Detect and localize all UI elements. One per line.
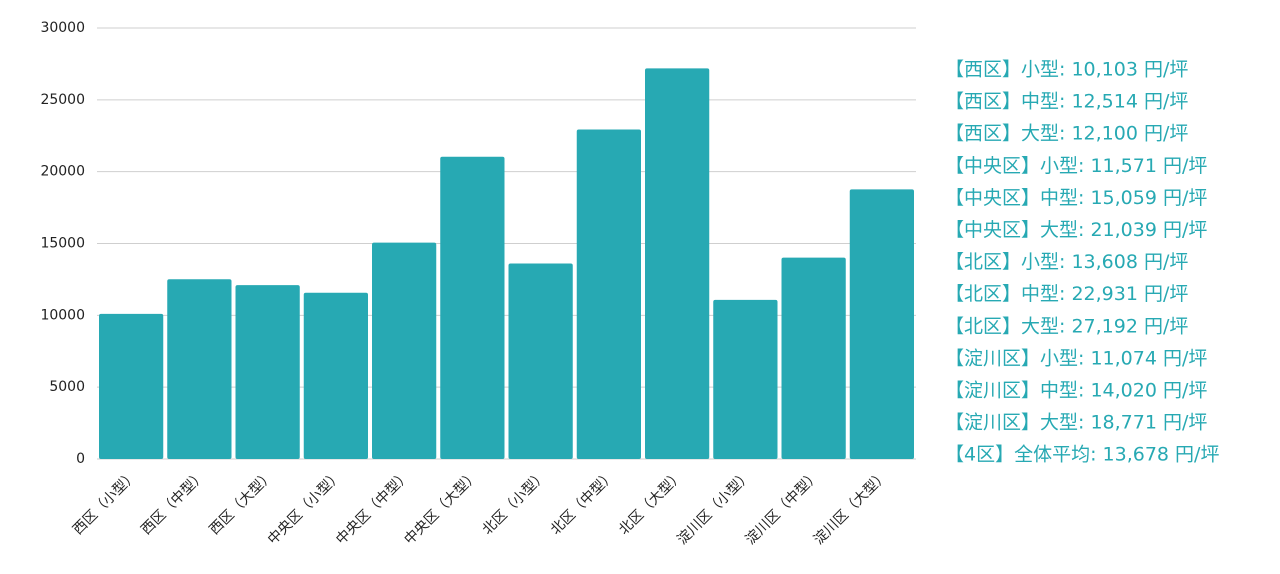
x-tick-label: 北区（小型）: [480, 467, 551, 538]
bar: [440, 156, 505, 460]
y-tick-label: 5000: [49, 379, 85, 395]
bar: [645, 68, 710, 459]
annotation: 【淀川区】大型: 18,771 円/坪: [945, 412, 1207, 434]
annotation: 【淀川区】中型: 14,020 円/坪: [945, 380, 1207, 402]
annotation: 【北区】大型: 27,192 円/坪: [945, 315, 1188, 337]
bar: [235, 285, 300, 459]
y-tick-label: 25000: [40, 92, 85, 108]
x-tick-label: 北区（大型）: [616, 467, 687, 538]
x-tick-label: 北区（中型）: [548, 467, 619, 538]
x-tick-label: 西区（大型）: [207, 467, 278, 538]
y-tick-label: 20000: [40, 164, 85, 180]
annotation: 【中央区】小型: 11,571 円/坪: [945, 155, 1207, 177]
bar: [576, 129, 641, 459]
annotation: 【4区】全体平均: 13,678 円/坪: [945, 444, 1219, 466]
bar: [167, 279, 232, 459]
y-tick-label: 15000: [40, 236, 85, 252]
annotation: 【中央区】中型: 15,059 円/坪: [945, 187, 1207, 209]
bar: [372, 242, 437, 459]
y-tick-label: 30000: [40, 20, 85, 36]
annotation: 【北区】中型: 22,931 円/坪: [945, 283, 1188, 305]
annotation: 【北区】小型: 13,608 円/坪: [945, 251, 1188, 273]
annotation: 【淀川区】小型: 11,074 円/坪: [945, 347, 1207, 369]
annotation: 【西区】小型: 10,103 円/坪: [945, 59, 1188, 81]
bar: [99, 313, 164, 459]
x-tick-label: 西区（小型）: [70, 467, 141, 538]
x-tick-label: 西区（中型）: [138, 467, 209, 538]
x-tick-label: 中央区（大型）: [401, 467, 482, 548]
bar: [849, 189, 914, 459]
annotation: 【西区】大型: 12,100 円/坪: [945, 123, 1188, 145]
bar: [713, 299, 778, 459]
annotation: 【西区】中型: 12,514 円/坪: [945, 91, 1188, 113]
y-tick-label: 0: [76, 451, 85, 467]
x-tick-label: 淀川区（大型）: [811, 467, 892, 548]
y-tick-label: 10000: [40, 307, 85, 323]
bar: [781, 257, 846, 459]
bar: [303, 292, 368, 459]
bar: [508, 263, 573, 459]
annotation: 【中央区】大型: 21,039 円/坪: [945, 219, 1207, 241]
